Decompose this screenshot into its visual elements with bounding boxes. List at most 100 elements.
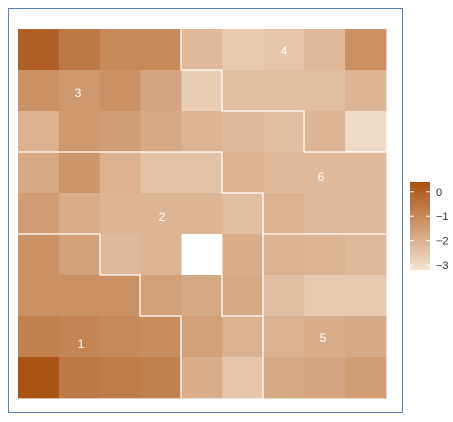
heatmap-cell bbox=[99, 357, 142, 399]
heatmap-cell bbox=[140, 357, 182, 399]
colorbar-tick-label: −3 bbox=[436, 260, 449, 272]
heatmap-cell bbox=[304, 234, 346, 276]
heatmap-cell bbox=[263, 234, 305, 276]
heatmap-cell bbox=[263, 70, 305, 112]
heatmap-cell bbox=[222, 111, 264, 153]
region-boundary bbox=[180, 29, 386, 153]
heatmap-cell bbox=[222, 316, 264, 358]
heatmap-cell bbox=[263, 29, 305, 71]
heatmap-cell bbox=[222, 275, 264, 317]
heatmap-cell bbox=[222, 234, 264, 276]
heatmap-cell bbox=[99, 234, 142, 276]
heatmap-cell bbox=[345, 70, 387, 112]
region-label: 1 bbox=[78, 337, 85, 351]
heatmap-cell bbox=[18, 70, 60, 112]
heatmap-cell bbox=[181, 152, 223, 194]
heatmap-cell bbox=[222, 152, 264, 194]
heatmap-cell bbox=[58, 152, 101, 194]
heatmap-cell bbox=[140, 70, 182, 112]
heatmap-cell bbox=[181, 111, 223, 153]
region-boundary bbox=[18, 233, 182, 398]
region-boundaries bbox=[18, 29, 386, 398]
heatmap-cell bbox=[18, 152, 60, 194]
heatmap-cell bbox=[304, 70, 346, 112]
heatmap-cell bbox=[58, 357, 101, 399]
heatmap-cell bbox=[345, 275, 387, 317]
heatmap-cells bbox=[18, 29, 387, 399]
region-boundary bbox=[221, 152, 386, 235]
heatmap-cell bbox=[345, 111, 387, 153]
region-label: 4 bbox=[281, 44, 288, 58]
heatmap-cell bbox=[99, 275, 142, 317]
heatmap-cell bbox=[222, 193, 264, 235]
heatmap-cell bbox=[58, 316, 101, 358]
heatmap-cell bbox=[345, 152, 387, 194]
heatmap-cell bbox=[140, 152, 182, 194]
heatmap-cell bbox=[222, 70, 264, 112]
heatmap-cell-missing bbox=[181, 234, 223, 276]
heatmap-cell bbox=[18, 111, 60, 153]
heatmap-cell bbox=[181, 275, 223, 317]
region-labels: 1 2 3 4 5 6 bbox=[75, 44, 327, 351]
heatmap-cell bbox=[58, 70, 101, 112]
heatmap-cell bbox=[58, 193, 101, 235]
panel-border bbox=[8, 8, 403, 413]
heatmap-cell bbox=[18, 275, 60, 317]
region-label: 5 bbox=[320, 331, 327, 345]
heatmap-cell bbox=[58, 29, 101, 71]
heatmap-cell bbox=[181, 357, 223, 399]
heatmap-cell bbox=[304, 29, 346, 71]
colorbar-tick-label: −1 bbox=[436, 211, 449, 223]
heatmap-cell bbox=[222, 357, 264, 399]
heatmap-cell bbox=[263, 111, 305, 153]
heatmap-cell bbox=[345, 316, 387, 358]
heatmap-cell bbox=[345, 357, 387, 399]
heatmap-cell bbox=[140, 275, 182, 317]
colorbar-tick-label: −2 bbox=[436, 236, 449, 248]
heatmap-cell bbox=[58, 234, 101, 276]
heatmap-cell bbox=[181, 193, 223, 235]
heatmap-cell bbox=[140, 111, 182, 153]
heatmap-cell bbox=[345, 29, 387, 71]
heatmap-cell bbox=[304, 152, 346, 194]
heatmap-cell bbox=[181, 316, 223, 358]
heatmap-cell bbox=[222, 29, 264, 71]
heatmap-cell bbox=[345, 234, 387, 276]
heatmap-cell bbox=[140, 29, 182, 71]
heatmap-cell bbox=[140, 234, 182, 276]
heatmap-cell bbox=[18, 234, 60, 276]
heatmap-cell bbox=[263, 152, 305, 194]
heatmap-cell bbox=[181, 29, 223, 71]
heatmap-cell bbox=[99, 152, 142, 194]
heatmap-cell bbox=[99, 193, 142, 235]
colorbar-tick-label: 0 bbox=[436, 187, 442, 199]
heatmap-cell bbox=[304, 111, 346, 153]
heatmap-cell bbox=[58, 111, 101, 153]
region-label: 6 bbox=[318, 170, 325, 184]
heatmap-cell bbox=[345, 193, 387, 235]
heatmap-cell bbox=[263, 275, 305, 317]
colorbar: 0 −1 −2 −3 bbox=[410, 182, 449, 272]
heatmap-cell bbox=[304, 357, 346, 399]
heatmap-cell bbox=[58, 275, 101, 317]
heatmap-cell bbox=[304, 275, 346, 317]
region-boundary bbox=[221, 275, 264, 398]
heatmap-cell bbox=[140, 193, 182, 235]
heatmap-cell bbox=[263, 316, 305, 358]
heatmap-cell bbox=[304, 193, 346, 235]
heatmap-cell bbox=[18, 357, 60, 399]
heatmap-cell bbox=[99, 29, 142, 71]
heatmap-cell bbox=[263, 357, 305, 399]
region-label: 3 bbox=[75, 86, 82, 100]
heatmap-cell bbox=[304, 316, 346, 358]
heatmap-cell bbox=[263, 193, 305, 235]
heatmap-cell bbox=[140, 316, 182, 358]
region-label: 2 bbox=[159, 210, 166, 224]
heatmap-cell bbox=[18, 193, 60, 235]
heatmap-cell bbox=[181, 70, 223, 112]
heatmap-cell bbox=[99, 316, 142, 358]
heatmap-cell bbox=[18, 29, 60, 71]
colorbar-gradient bbox=[410, 182, 430, 270]
heatmap-cell bbox=[99, 70, 142, 112]
